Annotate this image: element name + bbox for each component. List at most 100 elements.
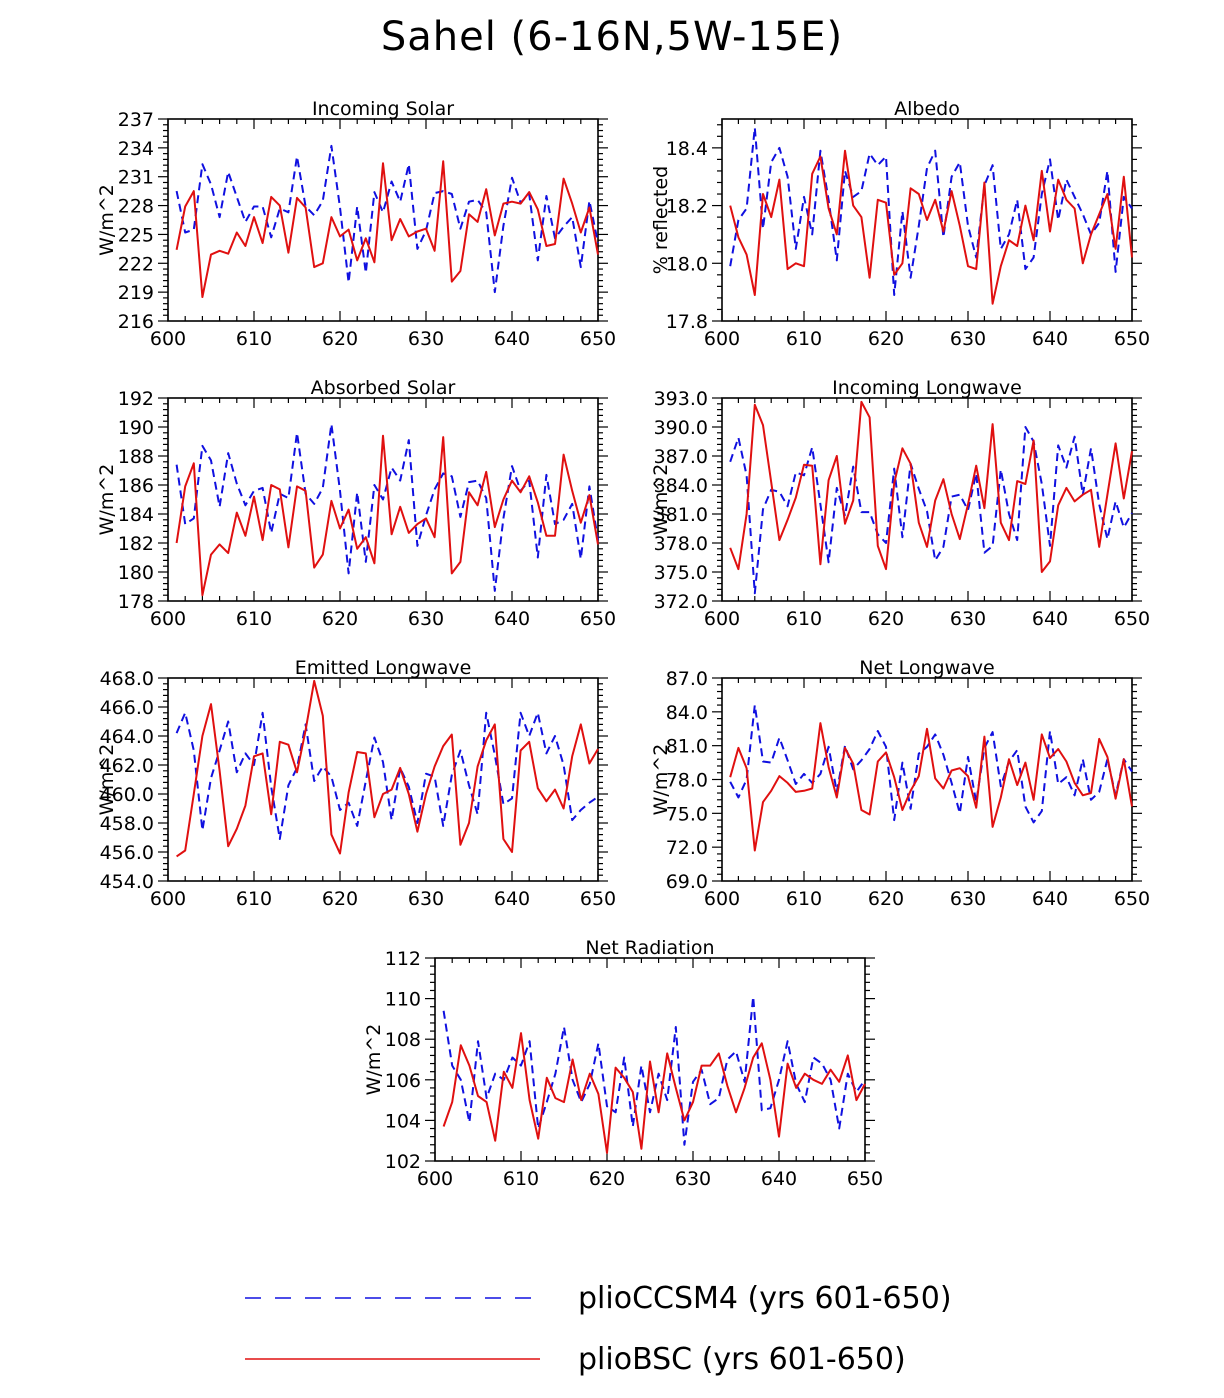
x-tick-label: 610 <box>503 1168 539 1190</box>
x-tick-label: 610 <box>786 328 822 350</box>
x-tick-label: 600 <box>704 328 740 350</box>
y-tick-label: 72.0 <box>666 837 708 859</box>
x-tick-label: 600 <box>150 328 186 350</box>
series-line-plioccsm4 <box>175 423 599 592</box>
x-tick-label: 620 <box>868 328 904 350</box>
y-tick-label: 458.0 <box>100 813 154 835</box>
x-tick-label: 610 <box>236 608 272 630</box>
y-tick-label: 393.0 <box>654 388 708 410</box>
x-tick-label: 640 <box>1032 888 1068 910</box>
x-tick-label: 650 <box>847 1168 883 1190</box>
y-tick-label: 112 <box>385 948 421 970</box>
x-tick-label: 640 <box>1032 608 1068 630</box>
y-tick-label: 104 <box>385 1110 421 1132</box>
y-tick-label: 231 <box>118 167 154 189</box>
plot-frame <box>721 397 1133 602</box>
y-tick-label: 102 <box>385 1151 421 1173</box>
x-tick-label: 620 <box>322 608 358 630</box>
legend: plioCCSM4 (yrs 601-650) plioBSC (yrs 601… <box>245 1281 952 1377</box>
x-tick-label: 640 <box>494 328 530 350</box>
x-tick-label: 600 <box>704 608 740 630</box>
y-axis-label: W/m^2 <box>96 464 118 536</box>
y-tick-label: 84.0 <box>666 702 708 724</box>
chart-title: Absorbed Solar <box>311 377 456 399</box>
x-tick-label: 640 <box>1032 328 1068 350</box>
x-tick-label: 630 <box>950 888 986 910</box>
y-tick-label: 108 <box>385 1029 421 1051</box>
y-axis-label: W/m^2 <box>96 184 118 256</box>
chart-title: Net Radiation <box>585 937 714 959</box>
y-tick-label: 18.4 <box>666 138 708 160</box>
y-tick-label: 78.0 <box>666 770 708 792</box>
series-line-plioccsm4 <box>175 144 599 294</box>
x-tick-label: 630 <box>950 328 986 350</box>
y-tick-label: 219 <box>118 282 154 304</box>
x-tick-label: 610 <box>786 888 822 910</box>
y-tick-label: 456.0 <box>100 842 154 864</box>
y-tick-label: 234 <box>118 138 154 160</box>
plot-frame <box>721 118 1133 322</box>
y-tick-label: 110 <box>385 989 421 1011</box>
x-tick-label: 610 <box>236 888 272 910</box>
plot-frame <box>167 118 599 322</box>
y-tick-label: 216 <box>118 311 154 333</box>
chart-absorbed-solar: Absorbed Solar W/m^2 600 610 620 630 640 650 178… <box>96 377 616 630</box>
plot-frame <box>167 677 599 882</box>
y-tick-label: 225 <box>118 224 154 246</box>
y-tick-label: 468.0 <box>100 668 154 690</box>
y-tick-label: 188 <box>118 446 154 468</box>
y-axis-label: W/m^2 <box>650 744 672 816</box>
y-axis-label: W/m^2 <box>650 464 672 536</box>
y-tick-label: 18.2 <box>666 196 708 218</box>
y-tick-label: 237 <box>118 109 154 131</box>
x-tick-label: 630 <box>408 608 444 630</box>
y-tick-label: 378.0 <box>654 533 708 555</box>
chart-net-radiation: Net Radiation W/m^2 600 610 620 630 640 650 102 1… <box>363 937 883 1190</box>
x-tick-label: 630 <box>950 608 986 630</box>
y-tick-label: 81.0 <box>666 736 708 758</box>
y-tick-label: 180 <box>118 562 154 584</box>
x-tick-label: 650 <box>1114 888 1150 910</box>
x-tick-label: 600 <box>704 888 740 910</box>
x-tick-label: 650 <box>580 888 616 910</box>
y-tick-label: 106 <box>385 1070 421 1092</box>
x-tick-label: 650 <box>580 608 616 630</box>
y-tick-label: 454.0 <box>100 871 154 893</box>
x-tick-label: 630 <box>408 328 444 350</box>
y-tick-label: 390.0 <box>654 417 708 439</box>
series-line-pliobsc <box>176 679 599 858</box>
series-line-pliobsc <box>175 434 599 597</box>
x-tick-label: 600 <box>150 888 186 910</box>
x-tick-label: 640 <box>494 888 530 910</box>
chart-albedo: Albedo % reflected 600 610 620 630 640 650 17.8 1… <box>650 98 1150 350</box>
y-tick-label: 387.0 <box>654 446 708 468</box>
chart-title: Emitted Longwave <box>295 657 472 679</box>
y-tick-label: 87.0 <box>666 668 708 690</box>
x-tick-label: 600 <box>417 1168 453 1190</box>
x-tick-label: 620 <box>322 888 358 910</box>
series-line-pliobsc <box>729 400 1133 573</box>
x-tick-label: 650 <box>580 328 616 350</box>
series-line-pliobsc <box>729 149 1133 305</box>
series-line-plioccsm4 <box>729 704 1133 824</box>
chart-net-longwave: Net Longwave W/m^2 600 610 620 630 640 650 69.0 7… <box>650 657 1150 910</box>
y-tick-label: 228 <box>118 196 154 218</box>
x-tick-label: 630 <box>408 888 444 910</box>
series-line-pliobsc <box>729 722 1133 852</box>
y-tick-label: 186 <box>118 475 154 497</box>
legend-label-pliobsc: plioBSC (yrs 601-650) <box>578 1342 906 1377</box>
x-tick-label: 620 <box>322 328 358 350</box>
x-tick-label: 620 <box>589 1168 625 1190</box>
y-tick-label: 18.0 <box>666 253 708 275</box>
x-tick-label: 600 <box>150 608 186 630</box>
charts-layer: Incoming Solar W/m^2 600 610 620 630 640 650 216… <box>96 98 1150 1190</box>
chart-title: Net Longwave <box>859 657 995 679</box>
y-tick-label: 381.0 <box>654 504 708 526</box>
y-tick-label: 182 <box>118 533 154 555</box>
x-tick-label: 610 <box>786 608 822 630</box>
series-line-pliobsc <box>442 1032 866 1154</box>
chart-title: Incoming Solar <box>312 98 454 120</box>
y-axis-label: W/m^2 <box>96 744 118 816</box>
y-axis-label: W/m^2 <box>363 1024 385 1096</box>
